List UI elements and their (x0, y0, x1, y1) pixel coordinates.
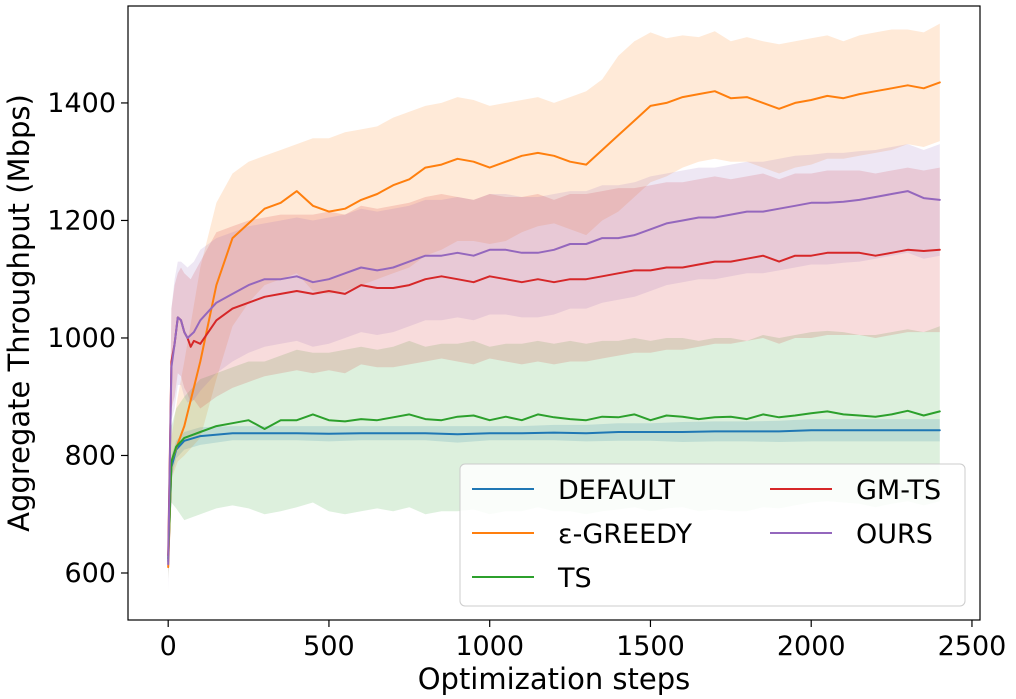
legend: DEFAULT ε-GREEDY TS GM-TS OURS (459, 463, 966, 607)
series-line-epsilon-greedy (167, 81, 941, 569)
y-tick-label: 800 (64, 440, 116, 471)
y-axis-ticks: 600 800 1000 1200 1400 (47, 88, 128, 589)
y-tick-label: 600 (64, 558, 116, 589)
confidence-bands (168, 23, 940, 591)
legend-label-default: DEFAULT (558, 475, 675, 506)
legend-label-epsilon-greedy: ε-GREEDY (558, 519, 692, 550)
x-tick-label: 1500 (616, 631, 685, 662)
x-axis-ticks: 0 500 1000 1500 2000 2500 (160, 620, 1007, 662)
legend-box (459, 463, 966, 607)
band-epsilon-greedy (168, 23, 940, 579)
band-ts (168, 326, 940, 579)
legend-label-gm-ts: GM-TS (856, 475, 941, 506)
series-line-ts (167, 409, 941, 560)
legend-label-ts: TS (557, 563, 592, 594)
x-tick-label: 1000 (455, 631, 524, 662)
y-tick-label: 1200 (47, 205, 116, 236)
series-lines (167, 81, 941, 569)
series-line-ours (167, 190, 941, 566)
band-gm-ts (168, 167, 940, 573)
y-tick-label: 1000 (47, 323, 116, 354)
plot-frame (127, 5, 981, 621)
x-tick-label: 500 (303, 631, 355, 662)
x-axis-label: Optimization steps (418, 662, 691, 696)
band-default (168, 419, 940, 573)
series-line-default (167, 429, 941, 563)
band-ours (168, 144, 940, 591)
x-tick-label: 2000 (777, 631, 846, 662)
y-axis-label: Aggregate Throughput (Mbps) (2, 94, 36, 532)
x-tick-label: 2500 (938, 631, 1007, 662)
x-tick-label: 0 (160, 631, 177, 662)
legend-label-ours: OURS (856, 519, 933, 550)
y-tick-label: 1400 (47, 88, 116, 119)
series-line-gm-ts (167, 248, 941, 557)
